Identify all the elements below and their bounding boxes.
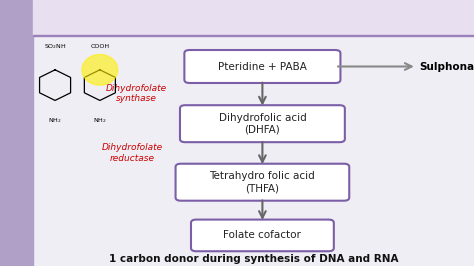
Text: 1 carbon donor during synthesis of DNA and RNA: 1 carbon donor during synthesis of DNA a… — [109, 254, 398, 264]
Text: Dihydrofolic acid
(DHFA): Dihydrofolic acid (DHFA) — [219, 113, 306, 135]
FancyBboxPatch shape — [184, 50, 340, 83]
Text: Tetrahydro folic acid
(THFA): Tetrahydro folic acid (THFA) — [210, 171, 315, 193]
FancyBboxPatch shape — [191, 220, 334, 251]
Text: Sulphonamides: Sulphonamides — [419, 61, 474, 72]
Text: NH$_2$: NH$_2$ — [93, 117, 107, 125]
Text: Folate cofactor: Folate cofactor — [223, 230, 301, 240]
Text: Pteridine + PABA: Pteridine + PABA — [218, 61, 307, 72]
Text: SO$_2$NH: SO$_2$NH — [44, 42, 66, 51]
Text: NH$_2$: NH$_2$ — [48, 117, 62, 125]
Text: Mechanism of action of Sulphonamide: Mechanism of action of Sulphonamide — [48, 8, 406, 26]
FancyBboxPatch shape — [180, 105, 345, 142]
Text: COOH: COOH — [91, 44, 109, 49]
FancyBboxPatch shape — [175, 164, 349, 201]
Circle shape — [82, 55, 118, 85]
Text: Dihydrofolate
reductase: Dihydrofolate reductase — [102, 143, 163, 163]
Text: Dihydrofolate
synthase: Dihydrofolate synthase — [106, 84, 167, 103]
